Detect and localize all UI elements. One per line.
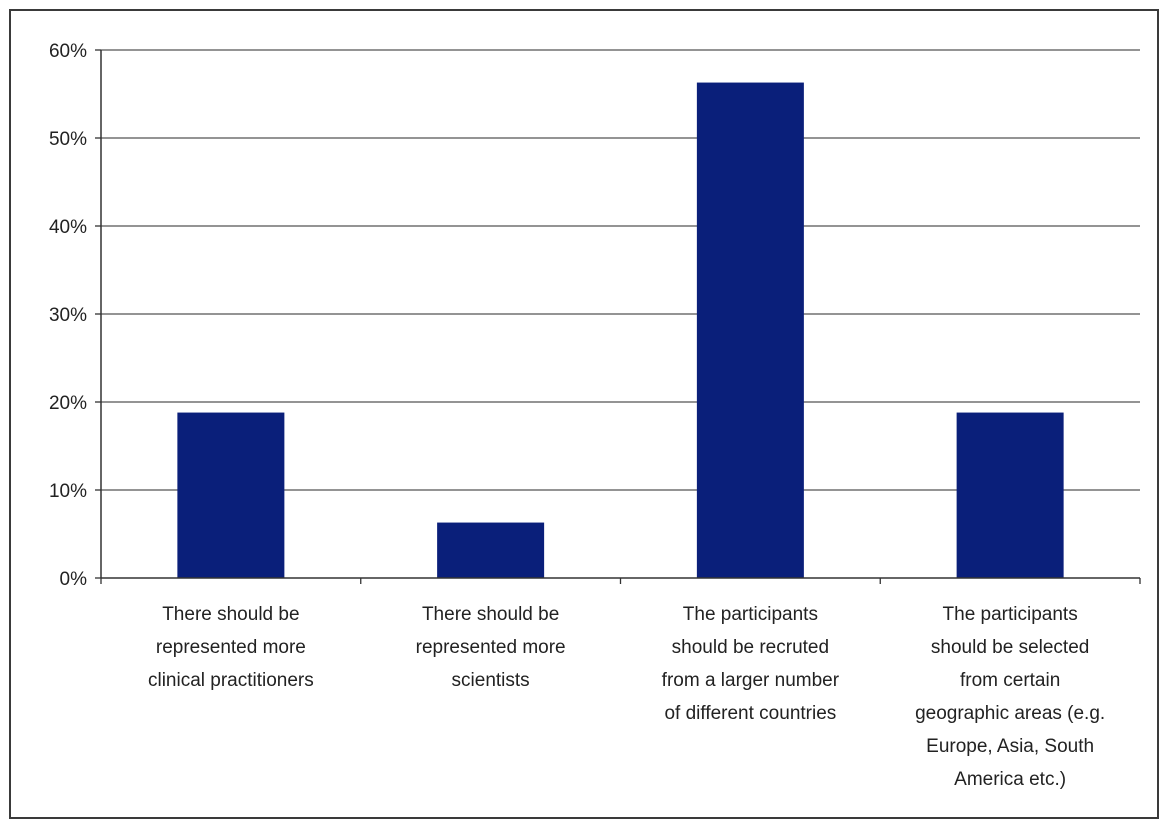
y-tick-label: 40% — [49, 217, 87, 238]
x-category-label: America etc.) — [954, 769, 1066, 790]
y-tick-label: 50% — [49, 129, 87, 150]
x-category-label: of different countries — [664, 703, 836, 724]
y-tick-label: 60% — [49, 41, 87, 62]
x-category-label: There should be — [162, 604, 299, 625]
x-category-label: scientists — [452, 670, 530, 691]
axes — [95, 49, 1141, 584]
x-category-label: There should be — [422, 604, 559, 625]
x-category-label: represented more — [416, 637, 566, 658]
x-category-label: The participants — [943, 604, 1078, 625]
x-category-label: represented more — [156, 637, 306, 658]
y-tick-label: 0% — [60, 569, 88, 590]
x-category-label: geographic areas (e.g. — [915, 703, 1105, 724]
x-category-label: should be selected — [931, 637, 1089, 658]
y-tick-label: 20% — [49, 393, 87, 414]
x-category-label: should be recruted — [672, 637, 829, 658]
bar — [437, 522, 545, 578]
bars — [177, 82, 1064, 578]
x-category-labels: There should be represented more clinical … — [148, 604, 1105, 790]
x-category-label: Europe, Asia, South — [926, 736, 1094, 757]
x-category-label: from a larger number — [662, 670, 840, 691]
x-category-label: from certain — [960, 670, 1060, 691]
y-tick-label: 30% — [49, 305, 87, 326]
bar — [696, 82, 804, 578]
y-tick-label: 10% — [49, 481, 87, 502]
bar — [177, 412, 285, 578]
x-category-label: The participants — [683, 604, 818, 625]
y-tick-labels: 0% 10% 20% 30% 40% 50% 60% — [49, 41, 87, 590]
x-category-label: clinical practitioners — [148, 670, 314, 691]
bar — [956, 412, 1064, 578]
